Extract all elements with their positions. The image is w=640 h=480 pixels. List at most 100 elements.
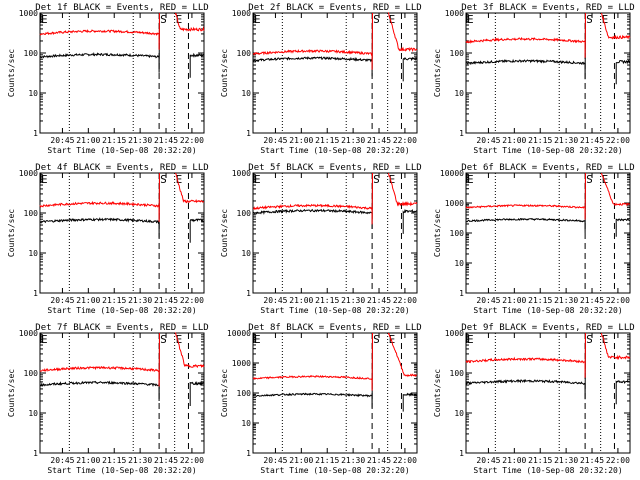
x-tick-label: 21:15	[315, 136, 339, 145]
events-series-line	[465, 332, 586, 400]
y-tick-label: 100	[24, 209, 39, 218]
x-tick-label: 21:45	[580, 136, 604, 145]
x-tick-label: 21:15	[102, 136, 126, 145]
plot-frame	[252, 332, 418, 454]
lld-series-recovery	[601, 173, 631, 207]
plot-frame	[39, 172, 205, 294]
panel-title: Det 6f BLACK = Events, RED = LLD	[461, 163, 634, 173]
saa-marker-label: E	[254, 333, 261, 346]
events-series-recovery	[402, 392, 417, 412]
x-tick-label: 22:00	[180, 456, 204, 465]
lld-series-recovery	[388, 12, 418, 52]
y-tick-label: 1	[246, 289, 251, 298]
lld-series-line	[465, 12, 586, 58]
detector-panel: Det 5f BLACK = Events, RED = LLD 1 10 100 10…	[220, 163, 422, 315]
events-series-recovery	[615, 218, 630, 237]
events-series-line	[39, 172, 160, 238]
y-tick-label: 1	[33, 129, 38, 138]
x-tick-label: 21:45	[367, 296, 391, 305]
plot-frame	[252, 172, 418, 294]
x-tick-label: 21:45	[367, 136, 391, 145]
y-tick-label: 10	[28, 409, 38, 418]
plot-frame	[39, 332, 205, 454]
saa-marker-label: E	[41, 333, 48, 346]
x-tick-label: 21:45	[580, 296, 604, 305]
y-tick-label: 1	[246, 449, 251, 458]
lld-series-recovery	[175, 13, 205, 32]
x-tick-label: 22:00	[180, 296, 204, 305]
x-tick-label: 22:00	[393, 456, 417, 465]
x-tick-label: 21:30	[341, 136, 365, 145]
saa-marker-label: E	[467, 333, 474, 346]
saa-marker-label: E	[467, 13, 474, 26]
y-tick-label: 1	[459, 129, 464, 138]
y-tick-label: 100	[450, 229, 465, 238]
y-tick-label: 1000	[445, 199, 464, 208]
x-tick-label: 21:30	[128, 136, 152, 145]
events-series-line	[39, 12, 160, 73]
x-tick-label: 21:45	[580, 456, 604, 465]
x-tick-label: 21:45	[154, 296, 178, 305]
plot-frame	[252, 12, 418, 134]
y-tick-label: 10	[28, 249, 38, 258]
x-tick-label: 21:30	[554, 456, 578, 465]
saa-marker-label: S	[586, 333, 593, 346]
x-tick-label: 21:15	[315, 296, 339, 305]
lld-series-line	[252, 332, 373, 391]
x-tick-label: 21:15	[528, 456, 552, 465]
y-tick-label: 10	[454, 259, 464, 268]
plot-frame	[465, 332, 631, 454]
x-tick-label: 21:00	[502, 296, 526, 305]
saa-marker-label: E	[254, 173, 261, 186]
lld-series-recovery	[601, 12, 631, 40]
x-tick-label: 22:00	[606, 296, 630, 305]
x-tick-label: 21:15	[102, 296, 126, 305]
x-axis-label: Start Time (10-Sep-08 20:32:20)	[473, 466, 622, 475]
y-tick-label: 10	[241, 249, 251, 258]
x-tick-label: 20:45	[263, 136, 287, 145]
panel-title: Det 7f BLACK = Events, RED = LLD	[35, 323, 208, 333]
events-series-line	[465, 12, 586, 80]
events-series-recovery	[615, 379, 630, 405]
y-tick-label: 10	[454, 89, 464, 98]
lld-series-recovery	[388, 333, 418, 378]
y-tick-label: 1000	[232, 359, 251, 368]
detector-panel: Det 3f BLACK = Events, RED = LLD 1 10 100 10…	[433, 3, 635, 155]
saa-marker-label: S	[586, 13, 593, 26]
detector-panel: Det 7f BLACK = Events, RED = LLD 1 10 100 10…	[7, 323, 209, 475]
lld-series-line	[252, 172, 373, 225]
saa-marker-label: E	[176, 13, 183, 26]
events-series-recovery	[402, 56, 417, 82]
panel-title: Det 5f BLACK = Events, RED = LLD	[248, 163, 421, 173]
x-axis-label: Start Time (10-Sep-08 20:32:20)	[473, 146, 622, 155]
x-axis-label: Start Time (10-Sep-08 20:32:20)	[260, 306, 409, 315]
saa-marker-label: E	[176, 333, 183, 346]
x-tick-label: 20:45	[50, 296, 74, 305]
saa-marker-label: S	[160, 13, 167, 26]
y-tick-label: 100	[450, 369, 465, 378]
detector-panel: Det 2f BLACK = Events, RED = LLD 1 10 100 10…	[220, 3, 422, 155]
x-axis-label: Start Time (10-Sep-08 20:32:20)	[47, 146, 196, 155]
x-axis-label: Start Time (10-Sep-08 20:32:20)	[47, 306, 196, 315]
y-tick-label: 10	[28, 89, 38, 98]
x-tick-label: 21:00	[289, 456, 313, 465]
lld-series-recovery	[175, 332, 205, 369]
y-tick-label: 100	[237, 49, 252, 58]
detector-panel: Det 6f BLACK = Events, RED = LLD 1 10 100 10…	[433, 163, 635, 315]
saa-marker-label: E	[602, 13, 609, 26]
lld-series-line	[465, 332, 586, 378]
y-tick-label: 10	[241, 419, 251, 428]
y-tick-label: 10000	[227, 329, 251, 338]
saa-marker-label: S	[373, 13, 380, 26]
panel-title: Det 8f BLACK = Events, RED = LLD	[248, 323, 421, 333]
y-tick-label: 1000	[445, 9, 464, 18]
saa-marker-label: E	[389, 173, 396, 186]
events-series-line	[252, 12, 373, 77]
events-series-line	[252, 172, 373, 229]
x-axis-label: Start Time (10-Sep-08 20:32:20)	[473, 306, 622, 315]
lld-series-recovery	[175, 172, 204, 204]
x-tick-label: 21:00	[289, 136, 313, 145]
x-axis-label: Start Time (10-Sep-08 20:32:20)	[260, 146, 409, 155]
x-tick-label: 21:15	[528, 136, 552, 145]
